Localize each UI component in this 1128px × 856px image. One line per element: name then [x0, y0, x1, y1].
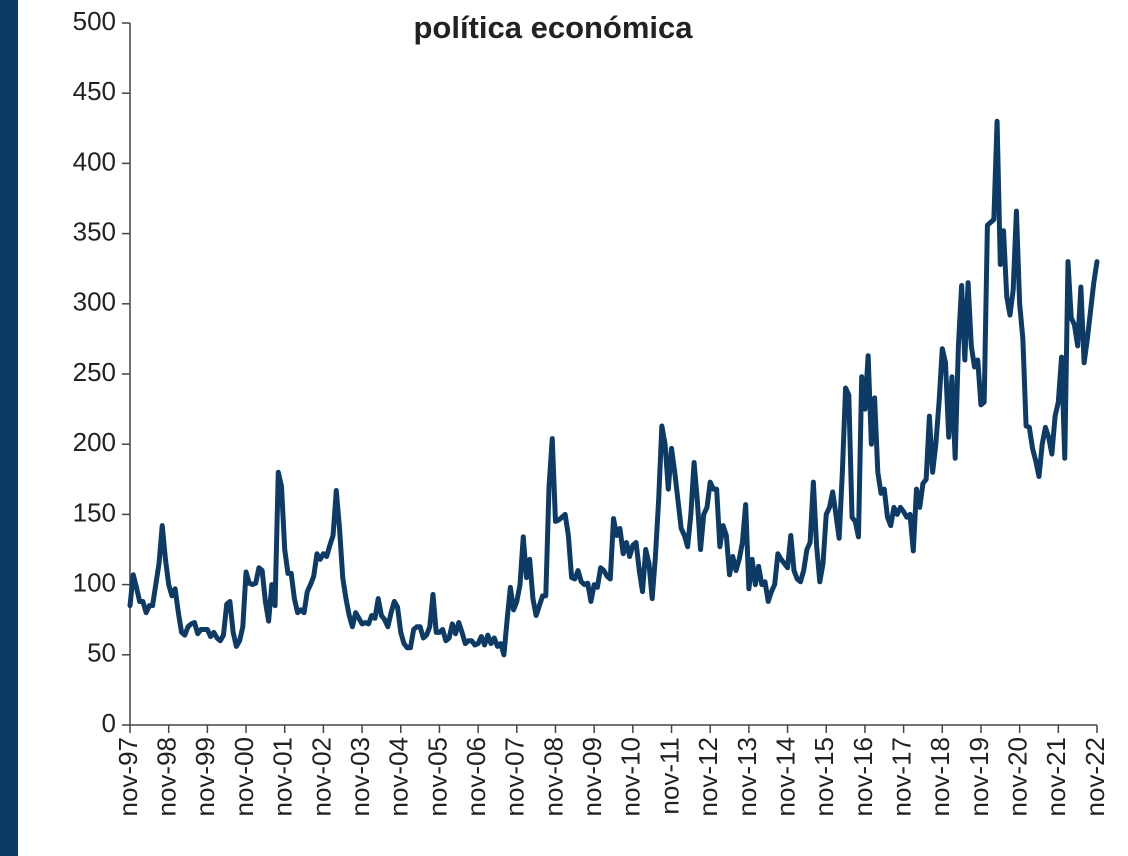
- x-tick-label: nov-12: [693, 737, 723, 817]
- x-tick-label: nov-97: [113, 737, 143, 817]
- y-tick-label: 250: [73, 357, 116, 387]
- x-tick-label: nov-03: [345, 737, 375, 817]
- y-tick-label: 50: [87, 638, 116, 668]
- y-tick-label: 350: [73, 216, 116, 246]
- x-tick-label: nov-16: [848, 737, 878, 817]
- x-tick-label: nov-18: [925, 737, 955, 817]
- x-tick-label: nov-99: [190, 737, 220, 817]
- y-tick-label: 500: [73, 6, 116, 36]
- x-tick-label: nov-11: [654, 737, 684, 815]
- x-tick-label: nov-06: [461, 737, 491, 817]
- side-bar: [0, 0, 18, 856]
- chart-title: política económica: [413, 10, 693, 45]
- y-tick-label: 100: [73, 567, 116, 597]
- y-tick-label: 150: [73, 497, 116, 527]
- y-tick-label: 0: [102, 708, 116, 738]
- x-tick-label: nov-22: [1080, 737, 1110, 817]
- x-tick-label: nov-00: [229, 737, 259, 817]
- y-tick-label: 450: [73, 76, 116, 106]
- x-tick-label: nov-10: [616, 737, 646, 817]
- x-tick-label: nov-01: [268, 737, 298, 817]
- x-tick-label: nov-05: [422, 737, 452, 817]
- x-tick-label: nov-04: [384, 737, 414, 817]
- x-tick-label: nov-02: [306, 737, 336, 817]
- series-line: [127, 118, 1100, 658]
- y-tick-label: 300: [73, 287, 116, 317]
- x-tick-label: nov-09: [577, 737, 607, 817]
- x-tick-label: nov-07: [500, 737, 530, 817]
- x-tick-label: nov-98: [152, 737, 182, 817]
- y-tick-label: 200: [73, 427, 116, 457]
- x-tick-label: nov-21: [1041, 737, 1071, 817]
- x-tick-label: nov-14: [770, 737, 800, 817]
- x-tick-label: nov-19: [964, 737, 994, 817]
- y-tick-label: 400: [73, 146, 116, 176]
- x-tick-label: nov-13: [732, 737, 762, 817]
- x-tick-label: nov-20: [1003, 737, 1033, 817]
- x-tick-label: nov-15: [809, 737, 839, 817]
- x-tick-label: nov-17: [886, 737, 916, 817]
- x-tick-label: nov-08: [538, 737, 568, 817]
